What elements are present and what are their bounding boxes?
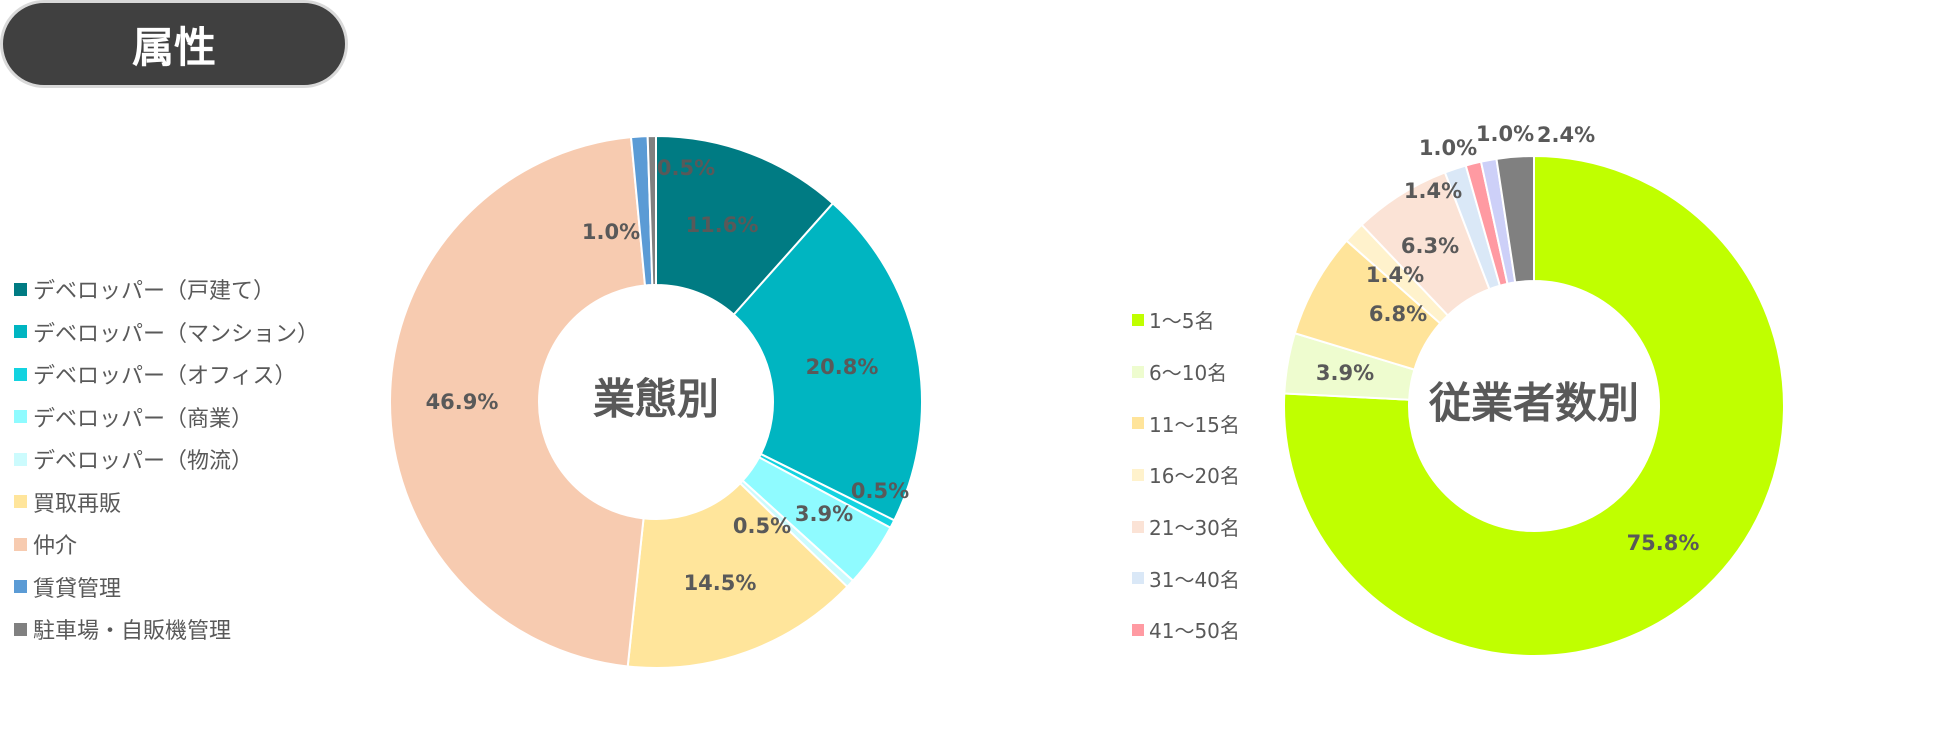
legend-item: 6～10名: [1132, 346, 1240, 398]
legend-label: 1～5名: [1149, 309, 1215, 334]
legend-label: デベロッパー（オフィス）: [33, 364, 297, 390]
legend-swatch: [14, 452, 27, 466]
employee-data-label: 6.8%: [1369, 302, 1427, 326]
legend-item: 31～40名: [1132, 552, 1240, 604]
legend-label: デベロッパー（物流）: [33, 449, 254, 475]
business-data-label: 14.5%: [684, 571, 757, 595]
legend-item: デベロッパー（マンション）: [14, 311, 319, 354]
legend-label: 仲介: [33, 534, 78, 560]
employee-data-label: 1.0%: [1419, 136, 1477, 160]
legend-item: 駐車場・自販機管理: [14, 608, 319, 651]
business-slice-1: [732, 201, 923, 522]
business-data-label: 46.9%: [426, 390, 499, 414]
legend-label: 41～50名: [1149, 619, 1240, 644]
business-slice-8: [646, 134, 657, 287]
employee-data-label: 75.8%: [1627, 531, 1700, 555]
employee-data-label: 2.4%: [1537, 123, 1595, 147]
legend-swatch: [1132, 623, 1144, 636]
legend-swatch: [14, 537, 27, 551]
employee-slice-8: [1495, 154, 1535, 284]
legend-swatch: [1132, 520, 1144, 533]
business-chart-title: 業態別: [593, 375, 719, 424]
employee-data-label: 6.3%: [1401, 234, 1459, 258]
legend-item: デベロッパー（商業）: [14, 396, 319, 439]
legend-employee-count: 1～5名 6～10名 11～15名 16～20名 21～30名 31～40名 41～50名: [1132, 294, 1240, 656]
legend-label: 31～40名: [1149, 567, 1240, 592]
legend-swatch: [1132, 572, 1144, 585]
legend-item: デベロッパー（戸建て）: [14, 268, 319, 311]
employee-data-label: 1.4%: [1404, 179, 1462, 203]
legend-item: デベロッパー（オフィス）: [14, 353, 319, 396]
legend-swatch: [1132, 365, 1144, 378]
employee-chart-title: 従業者数別: [1428, 379, 1639, 428]
employee-data-label: 3.9%: [1316, 361, 1374, 385]
legend-label: 11～15名: [1149, 412, 1240, 437]
legend-swatch: [1132, 468, 1144, 481]
legend-item: 買取再販: [14, 481, 319, 524]
legend-item: 1～5名: [1132, 294, 1240, 346]
legend-swatch: [14, 282, 27, 296]
legend-item: 賃貸管理: [14, 566, 319, 609]
business-slice-0: [655, 134, 835, 317]
legend-swatch: [1132, 313, 1144, 326]
business-data-label: 20.8%: [806, 355, 879, 379]
legend-swatch: [14, 580, 27, 594]
employee-data-label: 1.0%: [1476, 122, 1534, 146]
employee-slice-0: [1283, 154, 1786, 657]
legend-swatch: [14, 325, 27, 339]
legend-business-type: デベロッパー（戸建て） デベロッパー（マンション） デベロッパー（オフィス） デベロッ…: [14, 268, 319, 651]
legend-label: デベロッパー（マンション）: [33, 321, 320, 347]
business-slice-6: [389, 136, 647, 668]
legend-item: 16～20名: [1132, 449, 1240, 501]
legend-swatch: [14, 622, 27, 636]
legend-swatch: [14, 367, 27, 381]
business-data-label: 0.5%: [657, 156, 715, 180]
business-data-label: 1.0%: [582, 220, 640, 244]
legend-swatch: [1132, 417, 1144, 430]
legend-label: デベロッパー（戸建て）: [33, 279, 276, 305]
legend-swatch: [14, 410, 27, 424]
legend-item: 仲介: [14, 523, 319, 566]
legend-label: 賃貸管理: [33, 576, 122, 602]
business-data-label: 0.5%: [851, 479, 909, 503]
legend-label: デベロッパー（商業）: [33, 406, 254, 432]
legend-label: 買取再販: [33, 491, 122, 517]
employee-data-label: 1.4%: [1366, 263, 1424, 287]
business-data-label: 3.9%: [795, 502, 853, 526]
legend-item: 21～30名: [1132, 501, 1240, 553]
legend-item: デベロッパー（物流）: [14, 438, 319, 481]
legend-swatch: [14, 495, 27, 509]
legend-label: 16～20名: [1149, 464, 1240, 489]
business-data-label: 0.5%: [733, 514, 791, 538]
legend-label: 6～10名: [1149, 361, 1228, 386]
business-slice-5: [626, 481, 849, 669]
business-data-label: 11.6%: [686, 213, 759, 237]
section-title: 属性: [0, 0, 348, 88]
legend-label: 駐車場・自販機管理: [33, 619, 232, 645]
legend-item: 41～50名: [1132, 604, 1240, 656]
legend-label: 21～30名: [1149, 516, 1240, 541]
legend-item: 11～15名: [1132, 397, 1240, 449]
